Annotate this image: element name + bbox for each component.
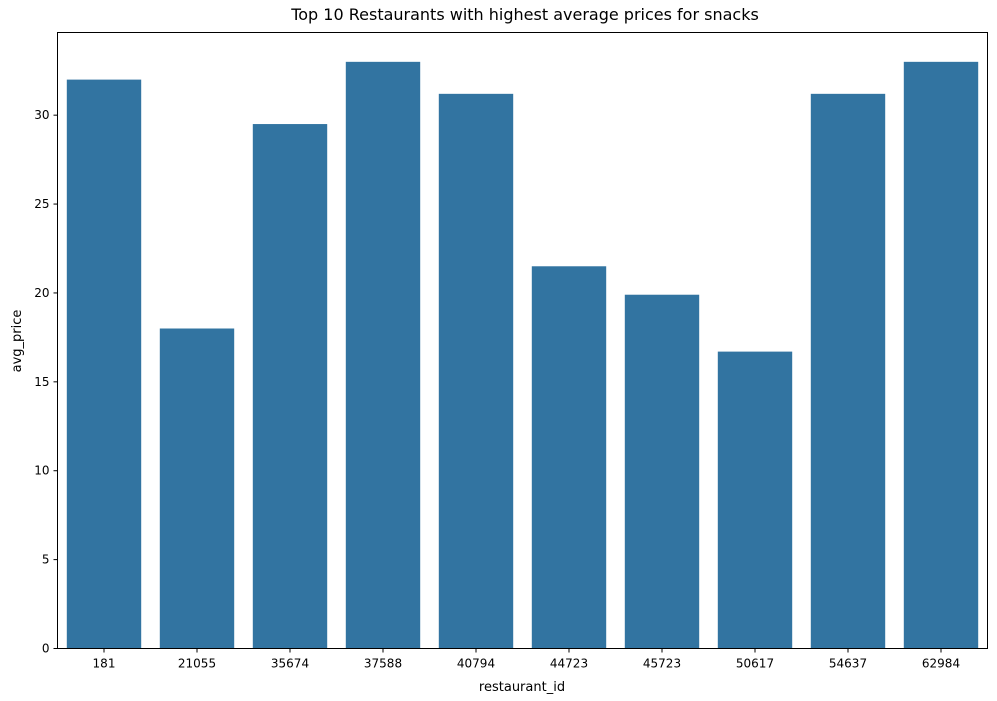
y-tick-label: 20: [34, 286, 49, 300]
y-tick-label: 10: [34, 464, 49, 478]
x-tick-label: 40794: [457, 657, 495, 671]
y-tick-label: 30: [34, 108, 49, 122]
y-tick-label: 5: [42, 553, 50, 567]
y-axis-ticks: 0 5 10 15 20 25 30: [34, 108, 58, 656]
x-tick-label: 35674: [271, 657, 309, 671]
y-tick-label: 0: [42, 642, 50, 656]
x-axis-ticks: 181 21055 35674 37588 40794 44723 45723 50617 54…: [93, 648, 960, 671]
bar-21055: [159, 328, 235, 649]
x-tick-label: 50617: [736, 657, 774, 671]
x-tick-label: 54637: [829, 657, 867, 671]
chart-title: Top 10 Restaurants with highest average …: [290, 5, 759, 24]
y-axis-label: avg_price: [10, 310, 25, 373]
bar-40794: [438, 93, 514, 649]
bar-35674: [252, 124, 328, 649]
bar-45723: [624, 294, 700, 649]
y-tick-label: 15: [34, 375, 49, 389]
bar-181: [66, 79, 142, 649]
x-axis-label: restaurant_id: [479, 680, 565, 695]
bar-37588: [345, 61, 421, 649]
bar-50617: [717, 351, 793, 649]
y-tick-label: 25: [34, 197, 49, 211]
bars-group: [66, 61, 979, 649]
x-tick-label: 45723: [643, 657, 681, 671]
plot-frame: [57, 32, 988, 649]
x-tick-label: 62984: [922, 657, 960, 671]
bar-62984: [903, 61, 979, 649]
x-tick-label: 44723: [550, 657, 588, 671]
x-tick-label: 181: [93, 657, 116, 671]
x-tick-label: 21055: [178, 657, 216, 671]
x-tick-label: 37588: [364, 657, 402, 671]
bar-54637: [810, 93, 886, 649]
bar-44723: [531, 266, 607, 649]
